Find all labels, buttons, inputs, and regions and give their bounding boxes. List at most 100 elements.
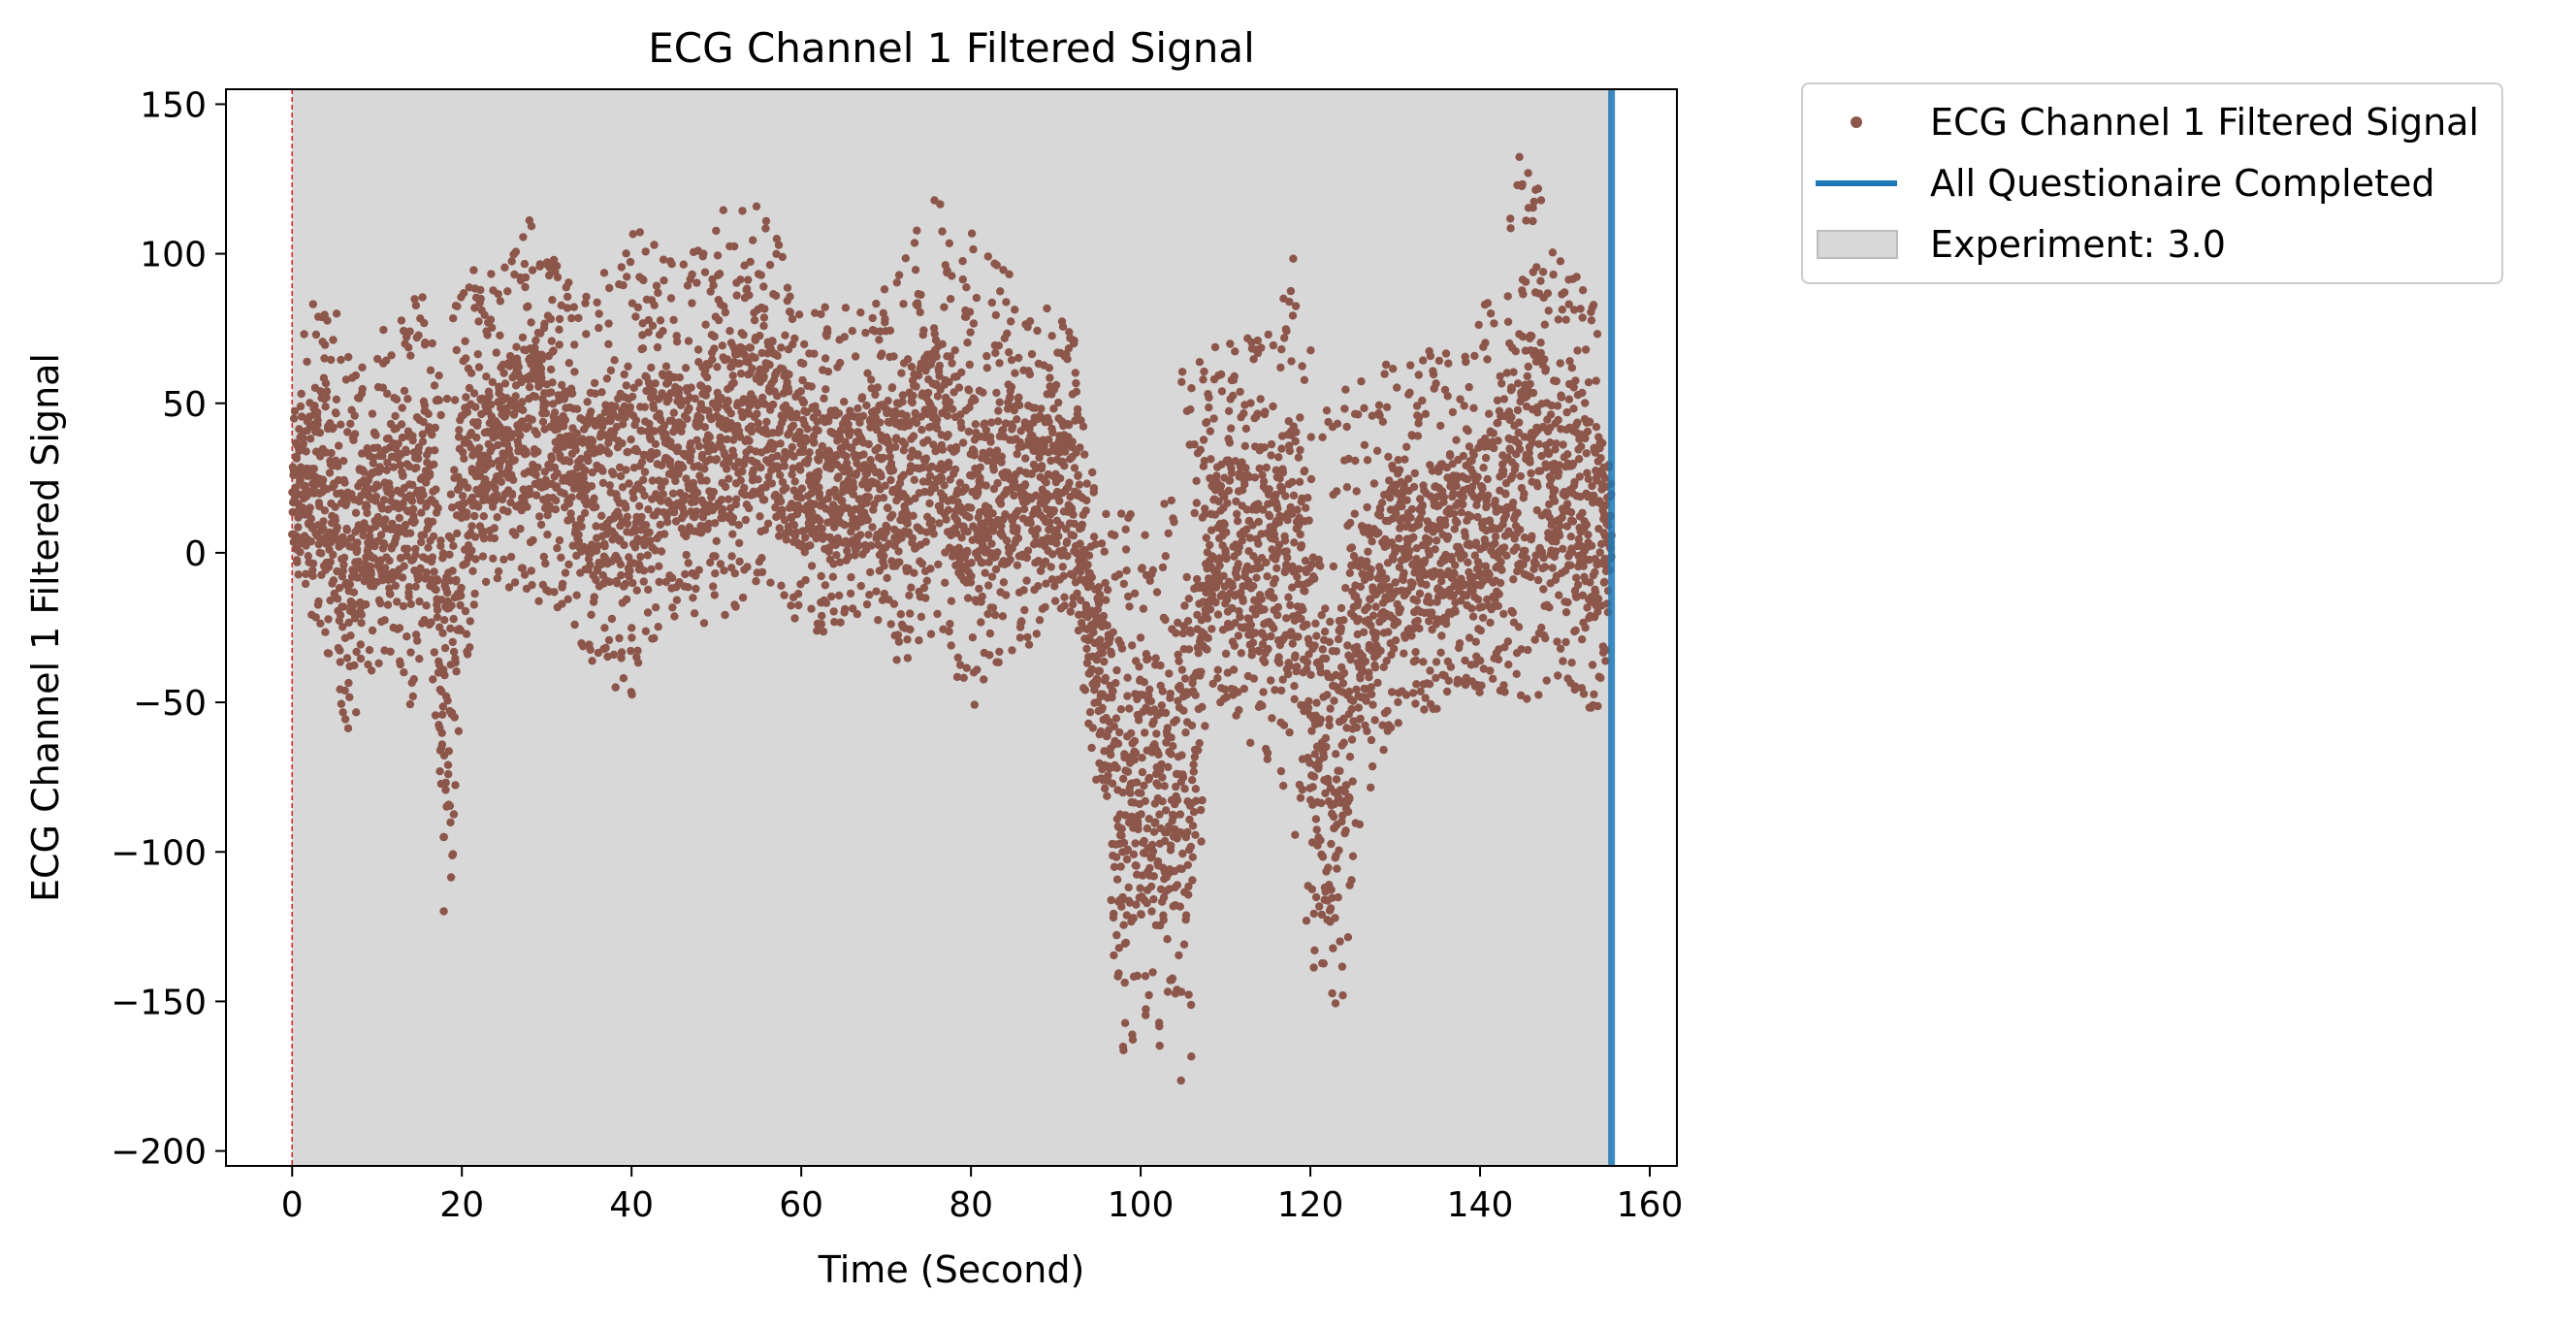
signal-point: [1205, 634, 1212, 642]
signal-point: [457, 592, 465, 599]
signal-point: [552, 505, 560, 513]
signal-point: [601, 644, 609, 652]
signal-point: [1156, 1042, 1164, 1050]
signal-point: [402, 448, 410, 456]
signal-point: [1277, 444, 1285, 452]
signal-point: [499, 556, 507, 564]
signal-point: [374, 660, 382, 667]
signal-point: [451, 713, 459, 721]
signal-point: [549, 346, 557, 354]
signal-point: [810, 438, 818, 446]
signal-point: [1242, 425, 1250, 433]
signal-point: [1052, 539, 1060, 547]
signal-point: [404, 343, 412, 351]
signal-point: [1279, 782, 1287, 790]
signal-point: [909, 534, 917, 542]
signal-point: [874, 616, 882, 624]
signal-point: [598, 467, 606, 474]
signal-point: [989, 466, 997, 473]
signal-point: [435, 397, 443, 404]
signal-point: [309, 300, 317, 307]
signal-point: [452, 667, 460, 675]
signal-point: [1293, 505, 1301, 513]
signal-point: [387, 351, 395, 359]
signal-point: [753, 203, 760, 210]
signal-point: [608, 615, 616, 623]
signal-point: [800, 340, 808, 348]
signal-point: [959, 275, 967, 283]
signal-point: [1249, 639, 1257, 647]
signal-point: [1203, 645, 1210, 653]
signal-point: [1123, 856, 1131, 863]
signal-point: [294, 523, 302, 531]
signal-point: [431, 648, 438, 656]
signal-point: [321, 403, 329, 410]
signal-point: [467, 370, 475, 377]
signal-point: [1167, 733, 1175, 741]
signal-point: [996, 399, 1004, 406]
signal-point: [344, 679, 352, 687]
signal-point: [789, 443, 796, 451]
signal-point: [1190, 767, 1198, 775]
signal-point: [508, 257, 516, 265]
signal-point: [1109, 687, 1116, 695]
signal-point: [1144, 655, 1152, 662]
signal-point: [892, 656, 900, 663]
signal-point: [1071, 464, 1079, 471]
signal-point: [1276, 364, 1284, 372]
signal-point: [1289, 639, 1297, 647]
signal-point: [821, 385, 829, 393]
signal-point: [1180, 941, 1188, 949]
signal-point: [1129, 1036, 1137, 1044]
signal-point: [1063, 537, 1071, 545]
signal-point: [1225, 407, 1233, 415]
signal-point: [1111, 532, 1118, 539]
signal-point: [1188, 722, 1196, 729]
signal-point: [772, 292, 780, 300]
signal-point: [639, 344, 647, 352]
signal-point: [829, 573, 837, 581]
signal-point: [333, 396, 340, 404]
signal-point: [868, 523, 876, 531]
signal-point: [1119, 775, 1127, 783]
signal-point: [679, 464, 687, 471]
signal-point: [351, 430, 359, 437]
signal-point: [1222, 650, 1230, 658]
signal-point: [1261, 443, 1269, 451]
signal-point: [993, 479, 1001, 487]
signal-point: [344, 725, 352, 732]
signal-point: [547, 388, 555, 396]
signal-point: [440, 833, 448, 841]
signal-point: [642, 247, 650, 255]
signal-point: [1211, 343, 1219, 351]
signal-point: [357, 619, 365, 627]
signal-point: [1090, 533, 1098, 540]
signal-point: [1258, 595, 1266, 602]
signal-point: [617, 571, 625, 579]
signal-point: [428, 431, 435, 438]
signal-point: [422, 601, 430, 609]
signal-point: [1137, 810, 1144, 818]
signal-point: [1140, 604, 1147, 612]
signal-point: [368, 666, 375, 674]
signal-point: [352, 509, 360, 517]
signal-point: [814, 427, 821, 435]
signal-point: [1270, 625, 1277, 632]
signal-point: [650, 634, 658, 642]
signal-point: [815, 468, 822, 475]
signal-point: [573, 592, 581, 599]
signal-point: [821, 354, 829, 362]
signal-point: [399, 573, 406, 581]
signal-point: [1114, 969, 1122, 977]
signal-point: [452, 659, 460, 666]
signal-point: [325, 650, 333, 658]
signal-point: [660, 276, 667, 284]
signal-point: [1033, 327, 1041, 335]
signal-point: [700, 465, 708, 472]
signal-point: [1167, 750, 1175, 758]
signal-point: [1268, 714, 1275, 722]
signal-point: [1214, 666, 1222, 674]
signal-point: [435, 504, 442, 512]
signal-point: [1156, 662, 1164, 669]
signal-point: [1291, 695, 1299, 703]
